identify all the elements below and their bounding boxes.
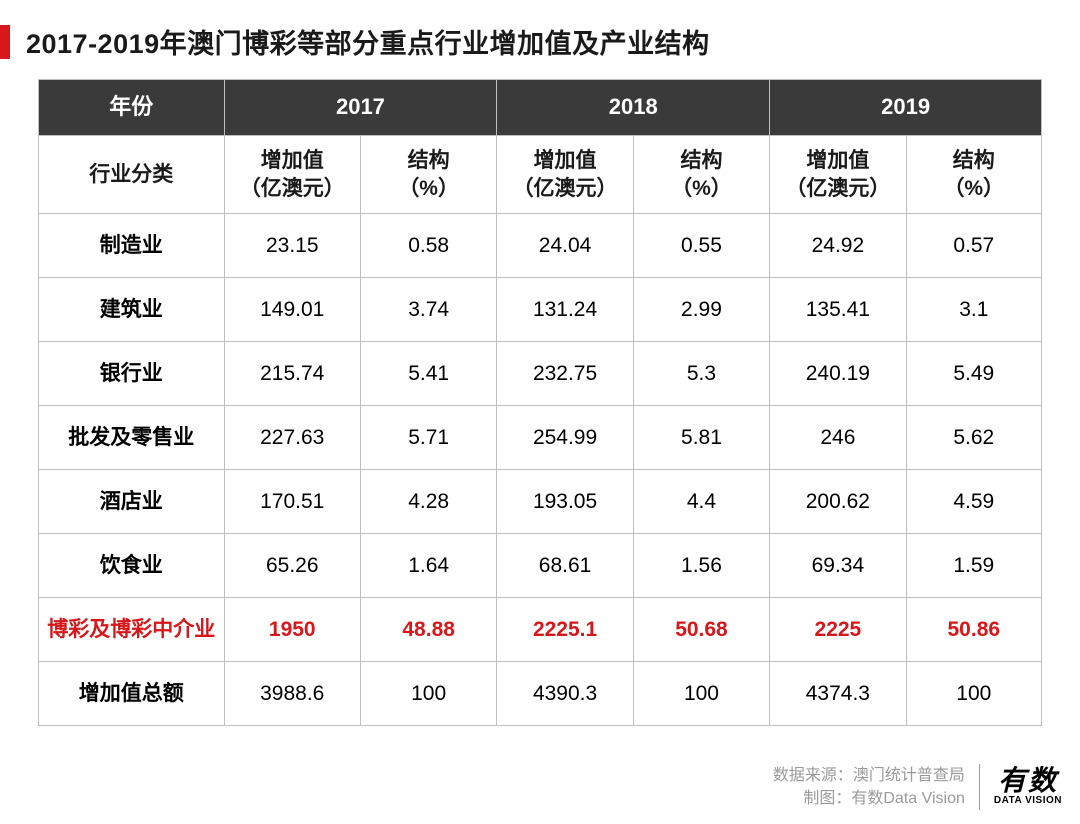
row-value-cell: 135.41 — [770, 278, 906, 342]
row-value-cell: 0.58 — [360, 214, 496, 278]
header-year-label: 年份 — [39, 80, 225, 136]
header-row-columns: 行业分类 增加值（亿澳元） 结构（%） 增加值（亿澳元） 结构（%） 增加值（亿… — [39, 136, 1042, 214]
row-name-cell: 银行业 — [39, 342, 225, 406]
header-value-2018: 增加值（亿澳元） — [497, 136, 633, 214]
row-value-cell: 0.57 — [906, 214, 1041, 278]
row-value-cell: 4390.3 — [497, 662, 633, 726]
row-value-cell: 131.24 — [497, 278, 633, 342]
industry-table: 年份 2017 2018 2019 行业分类 增加值（亿澳元） 结构（%） 增加… — [38, 79, 1042, 726]
row-value-cell: 232.75 — [497, 342, 633, 406]
row-name-cell: 博彩及博彩中介业 — [39, 598, 225, 662]
row-value-cell: 4.59 — [906, 470, 1041, 534]
table-row: 饮食业65.261.6468.611.5669.341.59 — [39, 534, 1042, 598]
row-value-cell: 50.86 — [906, 598, 1041, 662]
header-value-2019: 增加值（亿澳元） — [770, 136, 906, 214]
header-value-2017: 增加值（亿澳元） — [224, 136, 360, 214]
footer-text: 数据来源：澳门统计普查局 制图：有数Data Vision — [773, 764, 965, 810]
page-title: 2017-2019年澳门博彩等部分重点行业增加值及产业结构 — [26, 22, 710, 61]
logo-en-text: DATA VISION — [994, 796, 1062, 806]
header-year-2017: 2017 — [224, 80, 497, 136]
row-value-cell: 24.04 — [497, 214, 633, 278]
title-accent-bar — [0, 25, 10, 59]
row-value-cell: 193.05 — [497, 470, 633, 534]
table-row: 银行业215.745.41232.755.3240.195.49 — [39, 342, 1042, 406]
row-value-cell: 5.41 — [360, 342, 496, 406]
row-name-cell: 制造业 — [39, 214, 225, 278]
row-value-cell: 5.71 — [360, 406, 496, 470]
table-row: 博彩及博彩中介业195048.882225.150.68222550.86 — [39, 598, 1042, 662]
row-value-cell: 149.01 — [224, 278, 360, 342]
row-value-cell: 227.63 — [224, 406, 360, 470]
row-value-cell: 5.62 — [906, 406, 1041, 470]
header-year-2018: 2018 — [497, 80, 770, 136]
footer-credit-line: 制图：有数Data Vision — [773, 787, 965, 810]
header-year-2019: 2019 — [770, 80, 1042, 136]
row-name-cell: 批发及零售业 — [39, 406, 225, 470]
row-value-cell: 1950 — [224, 598, 360, 662]
table-row: 建筑业149.013.74131.242.99135.413.1 — [39, 278, 1042, 342]
row-value-cell: 4.4 — [633, 470, 769, 534]
logo-cn-text: 有数 — [998, 767, 1058, 795]
row-value-cell: 170.51 — [224, 470, 360, 534]
header-struct-2018: 结构（%） — [633, 136, 769, 214]
brand-logo: 有数 DATA VISION — [994, 767, 1062, 806]
row-value-cell: 100 — [360, 662, 496, 726]
row-value-cell: 215.74 — [224, 342, 360, 406]
row-name-cell: 酒店业 — [39, 470, 225, 534]
header-category-label: 行业分类 — [39, 136, 225, 214]
row-value-cell: 3988.6 — [224, 662, 360, 726]
table-row: 制造业23.150.5824.040.5524.920.57 — [39, 214, 1042, 278]
footer-divider — [979, 764, 980, 810]
footer-credit-label: 制图： — [803, 790, 851, 807]
footer-credit-value: 有数Data Vision — [851, 790, 965, 807]
row-value-cell: 5.81 — [633, 406, 769, 470]
footer-source-line: 数据来源：澳门统计普查局 — [773, 764, 965, 787]
row-value-cell: 2225.1 — [497, 598, 633, 662]
row-value-cell: 50.68 — [633, 598, 769, 662]
row-value-cell: 246 — [770, 406, 906, 470]
row-name-cell: 饮食业 — [39, 534, 225, 598]
row-value-cell: 3.74 — [360, 278, 496, 342]
row-value-cell: 0.55 — [633, 214, 769, 278]
row-value-cell: 4374.3 — [770, 662, 906, 726]
row-name-cell: 建筑业 — [39, 278, 225, 342]
row-value-cell: 1.56 — [633, 534, 769, 598]
header-struct-2019: 结构（%） — [906, 136, 1041, 214]
row-value-cell: 254.99 — [497, 406, 633, 470]
header-struct-2017: 结构（%） — [360, 136, 496, 214]
row-value-cell: 5.3 — [633, 342, 769, 406]
header-row-years: 年份 2017 2018 2019 — [39, 80, 1042, 136]
row-value-cell: 69.34 — [770, 534, 906, 598]
row-value-cell: 4.28 — [360, 470, 496, 534]
row-value-cell: 24.92 — [770, 214, 906, 278]
row-value-cell: 240.19 — [770, 342, 906, 406]
row-value-cell: 1.59 — [906, 534, 1041, 598]
table-row: 批发及零售业227.635.71254.995.812465.62 — [39, 406, 1042, 470]
row-value-cell: 200.62 — [770, 470, 906, 534]
row-value-cell: 100 — [906, 662, 1041, 726]
row-value-cell: 2225 — [770, 598, 906, 662]
row-value-cell: 100 — [633, 662, 769, 726]
row-value-cell: 23.15 — [224, 214, 360, 278]
row-value-cell: 68.61 — [497, 534, 633, 598]
table-container: 年份 2017 2018 2019 行业分类 增加值（亿澳元） 结构（%） 增加… — [0, 79, 1080, 726]
footer-source-label: 数据来源： — [773, 767, 853, 784]
row-value-cell: 1.64 — [360, 534, 496, 598]
footer: 数据来源：澳门统计普查局 制图：有数Data Vision 有数 DATA VI… — [773, 764, 1062, 810]
footer-source-value: 澳门统计普查局 — [853, 767, 965, 784]
table-row: 增加值总额3988.61004390.31004374.3100 — [39, 662, 1042, 726]
row-value-cell: 3.1 — [906, 278, 1041, 342]
row-value-cell: 48.88 — [360, 598, 496, 662]
row-value-cell: 5.49 — [906, 342, 1041, 406]
row-value-cell: 65.26 — [224, 534, 360, 598]
title-bar: 2017-2019年澳门博彩等部分重点行业增加值及产业结构 — [0, 0, 1080, 79]
table-row: 酒店业170.514.28193.054.4200.624.59 — [39, 470, 1042, 534]
row-value-cell: 2.99 — [633, 278, 769, 342]
row-name-cell: 增加值总额 — [39, 662, 225, 726]
